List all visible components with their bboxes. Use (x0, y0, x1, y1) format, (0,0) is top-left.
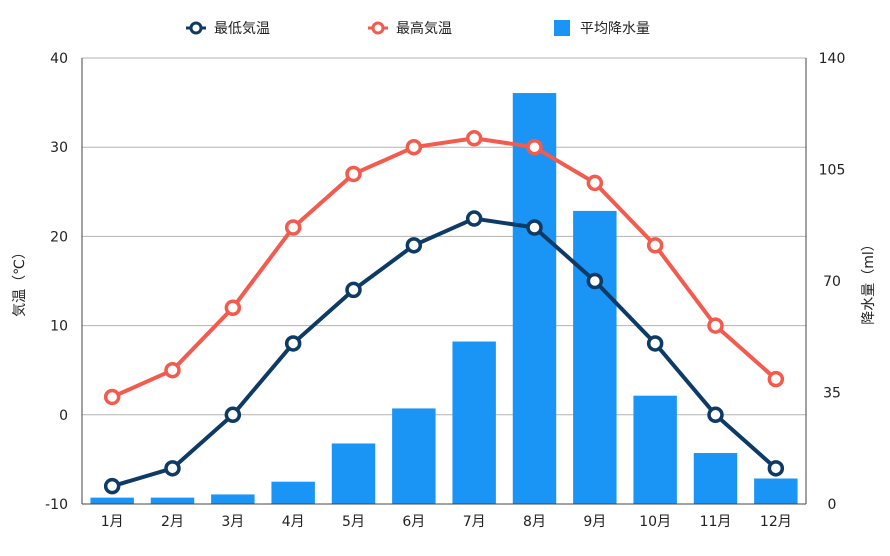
precipitation-bar (90, 497, 134, 504)
x-tick-label: 2月 (161, 514, 184, 530)
temperature-point (345, 281, 362, 299)
legend-label: 平均降水量 (580, 21, 650, 37)
temperature-point (224, 299, 242, 317)
y-left-tick-label: -10 (45, 497, 68, 513)
temperature-point (465, 210, 483, 227)
precipitation-bar (150, 497, 195, 504)
precipitation-bar (693, 453, 738, 504)
legend-point-marker (371, 21, 385, 35)
x-tick-label: 12月 (760, 514, 792, 530)
y-axis-left-title: 気温（℃） (12, 245, 28, 317)
y-right-tick-label: 0 (828, 497, 837, 513)
temperature-point (224, 406, 242, 424)
temperature-point (586, 272, 604, 290)
temperature-point (586, 174, 604, 192)
precipitation-bar (633, 395, 677, 504)
precipitation-bar (392, 408, 436, 504)
legend-bar-marker (554, 20, 570, 36)
temperature-line (111, 216, 778, 489)
axes: -10 0 10 20 30 40 0 35 70 105 140 1月 2月 3月 4月 5月 6月 7月 8月 9… (45, 51, 845, 530)
y-left-tick-label: 30 (50, 140, 68, 156)
y-axis-right-title: 降水量（ml） (861, 237, 877, 325)
y-right-tick-label: 70 (823, 274, 841, 290)
temperature-point (707, 317, 724, 334)
precipitation-bars (90, 93, 798, 505)
temperature-point (164, 460, 181, 477)
x-tick-label: 8月 (523, 514, 546, 530)
x-tick-label: 1月 (101, 514, 124, 530)
temperature-line (111, 136, 778, 399)
temperature-point (767, 460, 785, 477)
temperature-point (526, 138, 543, 156)
precipitation-bar (452, 341, 496, 504)
grid (82, 57, 806, 505)
y-left-tick-label: 40 (50, 51, 68, 67)
temperature-point (465, 130, 483, 147)
temperature-point (707, 406, 724, 424)
y-left-tick-label: 10 (50, 319, 68, 335)
temperature-point (284, 219, 302, 236)
temperature-lines (103, 130, 785, 495)
x-tick-label: 5月 (342, 514, 365, 530)
temperature-point (767, 370, 785, 388)
temperature-point (405, 138, 423, 156)
legend[interactable]: 最低気温 最高気温 平均降水量 (186, 20, 650, 37)
temperature-point (646, 237, 664, 254)
precipitation-bar (754, 478, 798, 504)
precipitation-bar (573, 210, 617, 504)
precipitation-bar (331, 443, 376, 504)
x-tick-label: 7月 (463, 514, 486, 530)
x-tick-label: 11月 (700, 514, 732, 530)
temperature-point (345, 165, 362, 183)
y-left-tick-label: 20 (50, 229, 68, 245)
temperature-point (646, 335, 664, 352)
temperature-point (526, 219, 543, 236)
x-tick-label: 10月 (639, 514, 671, 530)
x-tick-label: 9月 (583, 514, 606, 530)
x-tick-label: 3月 (221, 514, 244, 530)
y-right-tick-label: 105 (819, 163, 846, 179)
precipitation-bar (211, 494, 255, 504)
x-tick-label: 6月 (402, 514, 425, 530)
temperature-point (103, 388, 121, 406)
temperature-point (103, 477, 121, 495)
x-tick-label: 4月 (282, 514, 305, 530)
precipitation-bar (512, 93, 557, 505)
legend-label: 最高気温 (396, 20, 452, 37)
temperature-point (405, 237, 423, 254)
precipitation-bar (271, 481, 315, 504)
legend-label: 最低気温 (214, 21, 270, 37)
y-right-tick-label: 140 (819, 51, 846, 67)
temperature-point (284, 335, 302, 352)
temperature-point (164, 361, 181, 379)
y-left-tick-label: 0 (59, 408, 68, 424)
legend-point-marker (189, 21, 203, 35)
y-right-tick-label: 35 (823, 386, 841, 402)
